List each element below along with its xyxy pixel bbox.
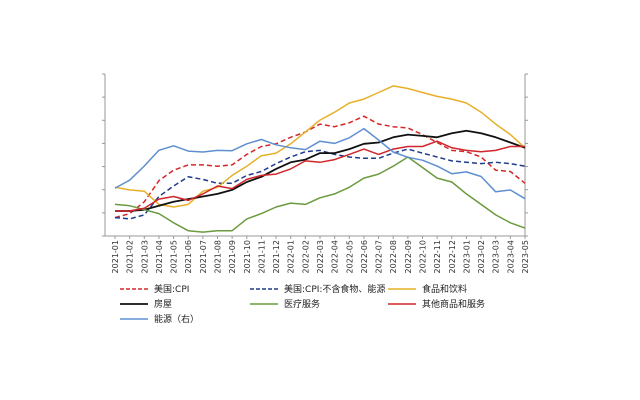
series-lines — [114, 85, 526, 233]
x-tick-label: 2023-04 — [506, 240, 515, 273]
x-tick-label: 2022-11 — [433, 240, 442, 273]
x-tick-label: 2022-12 — [448, 240, 457, 273]
x-tick-label: 2021-05 — [170, 240, 179, 273]
x-tick-label: 2021-07 — [199, 240, 208, 273]
x-tick-label: 2023-01 — [462, 240, 471, 273]
legend-label: 医疗服务 — [284, 298, 320, 310]
x-tick-label: 2022-09 — [404, 240, 413, 273]
series-line — [114, 127, 526, 200]
x-tick-label: 2021-03 — [140, 240, 149, 273]
series-line — [114, 85, 526, 208]
x-tick-label: 2022-04 — [331, 240, 340, 273]
x-tick-label: 2021-12 — [272, 240, 281, 273]
x-tick-label: 2022-06 — [360, 240, 369, 273]
x-tick-label: 2023-02 — [477, 240, 486, 273]
x-tick-label: 2022-07 — [375, 240, 384, 273]
legend-label: 房屋 — [154, 298, 172, 310]
x-tick-label: 2023-05 — [521, 240, 530, 273]
x-tick-label: 2021-08 — [214, 240, 223, 273]
x-tick-label: 2022-08 — [389, 240, 398, 273]
legend-label: 食品和饮料 — [422, 283, 467, 295]
legend-label: 美国:CPI:不含食物、能源 — [284, 283, 385, 295]
x-tick-label: 2021-10 — [243, 240, 252, 273]
x-tick-label: 2022-01 — [287, 240, 296, 273]
series-line — [114, 148, 526, 220]
legend-label: 其他商品和服务 — [422, 298, 485, 310]
axes — [102, 73, 528, 239]
x-tick-label: 2022-05 — [345, 240, 354, 273]
x-tick-label: 2022-10 — [419, 240, 428, 273]
series-line — [114, 115, 526, 219]
series-line — [114, 156, 526, 233]
x-tick-label: 2021-11 — [257, 240, 266, 273]
legend-label: 能源（右） — [154, 313, 199, 325]
series-line — [115, 129, 526, 212]
x-tick-labels: 2021-01 2021-02 2021-03 2021-04 2021-05 2021-… — [111, 240, 530, 273]
x-tick-label: 2021-09 — [228, 240, 237, 273]
x-tick-label: 2023-03 — [492, 240, 501, 273]
x-tick-label: 2021-01 — [111, 240, 120, 273]
series-line — [115, 140, 525, 212]
x-tick-label: 2021-02 — [126, 240, 135, 273]
legend-label: 美国:CPI — [154, 283, 189, 295]
x-tick-label: 2021-04 — [155, 240, 164, 273]
x-tick-label: 2022-03 — [316, 240, 325, 273]
x-tick-label: 2022-02 — [301, 240, 310, 273]
x-tick-label: 2021-06 — [184, 240, 193, 273]
